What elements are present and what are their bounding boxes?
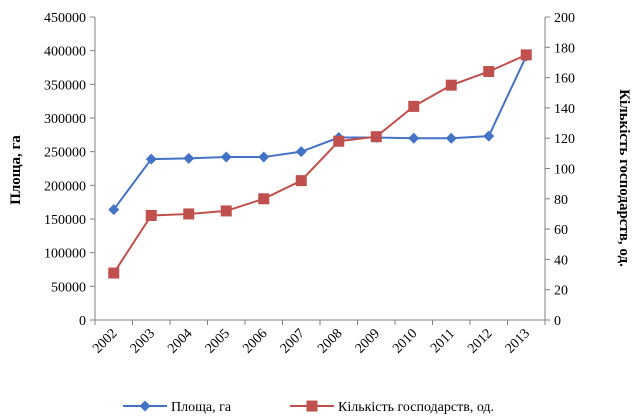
- data-point-diamond: [295, 146, 307, 158]
- data-point-diamond: [408, 132, 420, 144]
- legend-item-farms: Кількість господарств, од.: [290, 400, 494, 415]
- left-tick-label: 250000: [44, 146, 86, 161]
- right-tick-label: 180: [554, 41, 575, 56]
- legend-label-area: Площа, га: [171, 400, 232, 415]
- left-tick-label: 300000: [44, 112, 86, 127]
- legend-marker-diamond-icon: [139, 400, 151, 412]
- data-point-diamond: [183, 152, 195, 164]
- left-tick-label: 100000: [44, 247, 86, 262]
- data-point-square: [220, 205, 232, 217]
- x-tick-label: 2002: [90, 326, 120, 356]
- data-point-square: [183, 208, 195, 220]
- right-tick-label: 140: [554, 102, 575, 117]
- data-point-square: [370, 131, 382, 143]
- left-tick-labels: 0 50000 100000 150000 200000 250000 300000 3500…: [44, 11, 86, 329]
- right-tick-label: 160: [554, 72, 575, 87]
- right-tick-label: 120: [554, 132, 575, 147]
- x-tick-label: 2011: [428, 326, 458, 356]
- left-tick-label: 200000: [44, 179, 86, 194]
- right-tick-label: 80: [554, 193, 568, 208]
- axes: [90, 16, 550, 325]
- data-point-square: [258, 193, 270, 205]
- data-point-square: [295, 175, 307, 187]
- series-group: [108, 49, 532, 279]
- data-point-square: [408, 100, 420, 112]
- data-point-square: [108, 267, 120, 279]
- left-tick-label: 400000: [44, 45, 86, 60]
- data-point-diamond: [145, 153, 157, 165]
- data-point-square: [520, 49, 532, 61]
- legend-item-area: Площа, га: [123, 400, 232, 415]
- y-axis-label: Площа, га: [8, 135, 24, 205]
- data-point-square: [145, 209, 157, 221]
- x-tick-label: 2005: [203, 326, 233, 356]
- right-tick-labels: 0 20 40 60 80 100 120 140 160 180 200: [554, 11, 575, 329]
- series-line: [112, 55, 528, 211]
- series-line: [112, 53, 527, 274]
- x-tick-label: 2010: [390, 326, 420, 356]
- x-tick-label: 2008: [315, 326, 345, 356]
- data-point-diamond: [258, 151, 270, 163]
- data-point-diamond: [483, 130, 495, 142]
- y2-axis-label: Кількість господарств, од.: [616, 89, 632, 267]
- data-point-square: [333, 135, 345, 147]
- legend-marker-square-icon: [306, 400, 318, 412]
- left-tick-label: 50000: [51, 280, 86, 295]
- right-tick-label: 0: [554, 314, 561, 329]
- legend-label-farms: Кількість господарств, од.: [338, 400, 494, 415]
- legend: Площа, га Кількість господарств, од.: [123, 400, 494, 415]
- right-tick-label: 60: [554, 223, 568, 238]
- data-point-diamond: [108, 204, 120, 216]
- left-tick-label: 150000: [44, 213, 86, 228]
- right-tick-label: 20: [554, 284, 568, 299]
- x-tick-labels: 2002 2003 2004 2005 2006 2007 2008 2009 2010 2011…: [90, 326, 533, 356]
- data-point-diamond: [220, 151, 232, 163]
- x-tick-label: 2003: [128, 326, 158, 356]
- right-tick-label: 200: [554, 11, 575, 26]
- data-point-square: [445, 79, 457, 91]
- left-tick-label: 350000: [44, 78, 86, 93]
- x-tick-label: 2012: [465, 326, 495, 356]
- x-tick-label: 2013: [503, 326, 533, 356]
- x-tick-label: 2007: [278, 326, 308, 356]
- data-point-diamond: [445, 132, 457, 144]
- x-tick-label: 2009: [353, 326, 383, 356]
- left-tick-label: 0: [79, 314, 86, 329]
- x-tick-label: 2004: [165, 326, 195, 356]
- left-tick-label: 450000: [44, 11, 86, 26]
- data-point-square: [483, 66, 495, 78]
- right-tick-label: 100: [554, 163, 575, 178]
- right-tick-label: 40: [554, 253, 568, 268]
- x-tick-label: 2006: [240, 326, 270, 356]
